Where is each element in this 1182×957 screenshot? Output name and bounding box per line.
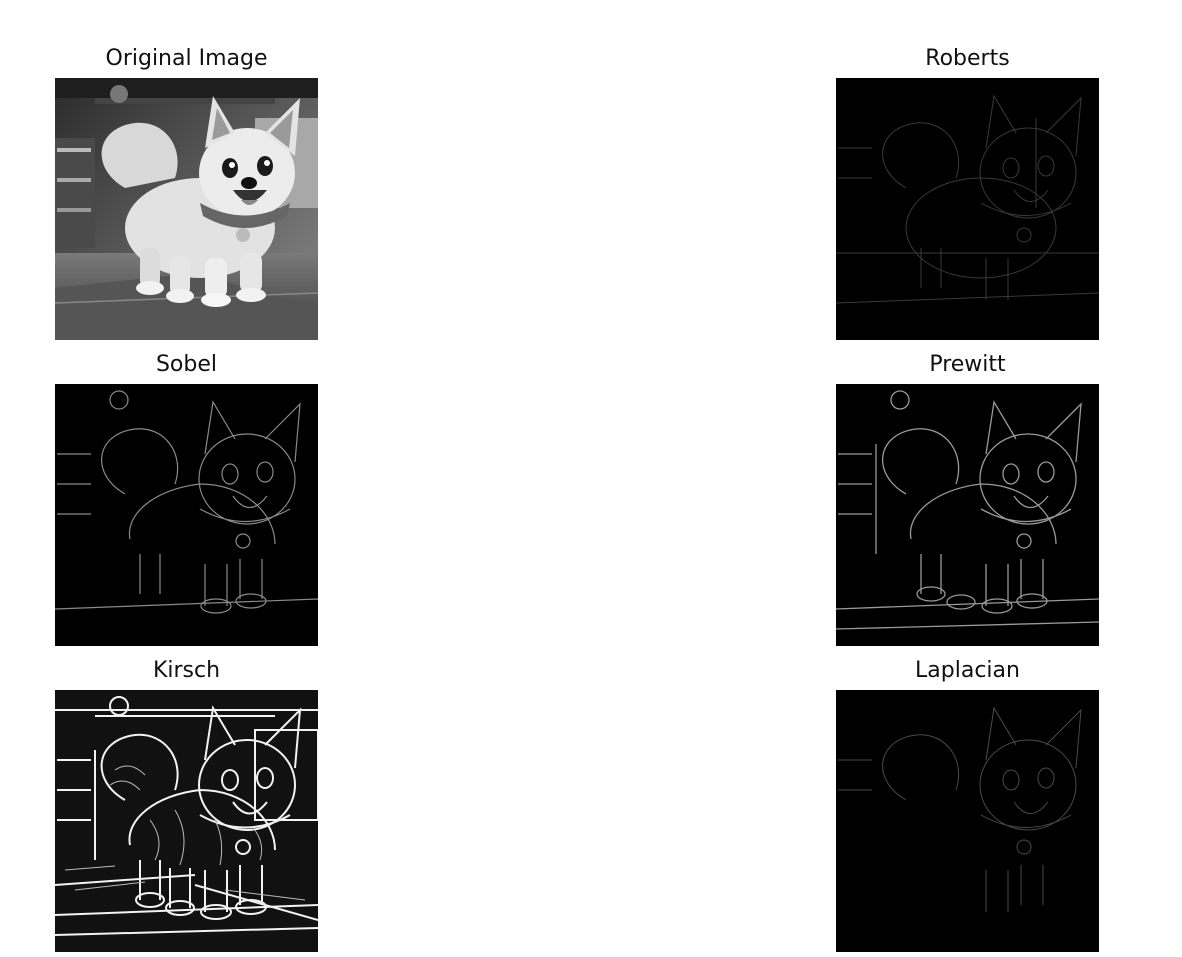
panel-title: Roberts bbox=[925, 46, 1010, 71]
panel-title: Prewitt bbox=[929, 352, 1006, 377]
panel-title: Sobel bbox=[155, 352, 218, 377]
laplacian-image bbox=[836, 690, 1099, 952]
kirsch-image bbox=[55, 690, 318, 952]
panel-title: Laplacian bbox=[915, 658, 1020, 683]
panel-title: Kirsch bbox=[152, 658, 221, 683]
prewitt-image bbox=[836, 384, 1099, 646]
sobel-image bbox=[55, 384, 318, 646]
panel-title: Original Image bbox=[105, 46, 268, 71]
roberts-image bbox=[836, 78, 1099, 340]
original-image bbox=[55, 78, 318, 340]
